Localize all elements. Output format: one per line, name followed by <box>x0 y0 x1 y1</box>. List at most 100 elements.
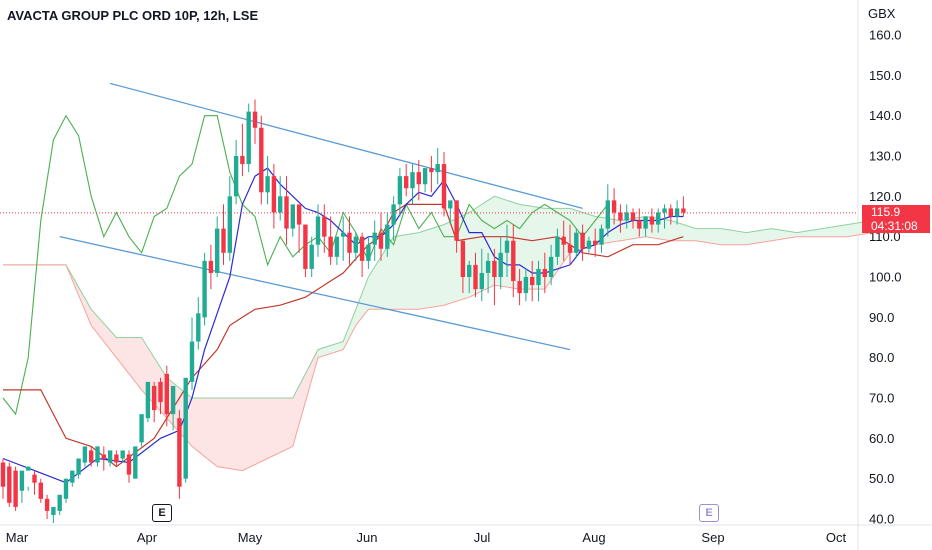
last-price-badge: 115.9 04:31:08 <box>862 205 930 233</box>
candle-body <box>89 450 94 463</box>
time-tick-label: Mar <box>6 530 29 545</box>
candle-body <box>341 232 346 237</box>
candle-body <box>0 462 6 487</box>
candle-body <box>391 204 396 225</box>
candle-body <box>215 228 220 273</box>
candle-body <box>611 200 617 213</box>
candle-body <box>643 216 648 229</box>
candle-body <box>120 450 125 459</box>
candle-body <box>467 264 472 277</box>
candle-body <box>366 244 371 261</box>
candle-body <box>221 228 226 253</box>
candle-body <box>32 474 37 483</box>
candle-body <box>473 264 478 290</box>
candle-body <box>252 111 258 128</box>
earnings-event-marker[interactable]: E <box>152 504 172 522</box>
candle-body <box>656 212 661 225</box>
time-tick-label: Sep <box>701 530 724 545</box>
candle-body <box>435 164 440 173</box>
candle-body <box>410 172 415 189</box>
candle-body <box>290 204 295 229</box>
candle-body <box>385 224 390 249</box>
candle-body <box>334 236 340 257</box>
candle-body <box>271 176 277 213</box>
candle-body <box>681 208 686 213</box>
candle-body <box>561 236 566 245</box>
candle-body <box>523 277 529 294</box>
candle-body <box>422 168 428 185</box>
price-tick-label: 60.0 <box>869 431 894 446</box>
price-tick-label: 100.0 <box>869 270 902 285</box>
price-tick-label: 120.0 <box>869 189 902 204</box>
candle-body <box>441 164 447 209</box>
time-tick-label: Aug <box>582 530 605 545</box>
candle-body <box>353 236 358 253</box>
price-tick-label: 160.0 <box>869 28 902 43</box>
candle-body <box>164 373 169 415</box>
candle-body <box>208 260 214 273</box>
candle-body <box>233 156 239 197</box>
candle-body <box>485 260 491 273</box>
candle-body <box>63 478 69 499</box>
candle-body <box>586 240 592 249</box>
candle-body <box>674 208 680 217</box>
earnings-event-marker-future[interactable]: E <box>699 504 719 522</box>
candle-body <box>662 208 667 213</box>
candle-body <box>170 385 176 415</box>
candle-body <box>378 232 384 249</box>
candle-body <box>183 377 188 479</box>
ichimoku-cloud-bullish <box>318 196 885 358</box>
candle-body <box>246 111 251 165</box>
price-tick-label: 130.0 <box>869 149 902 164</box>
trend-line-0 <box>109 82 583 210</box>
candle-body <box>196 313 201 342</box>
candle-body <box>26 466 31 471</box>
candle-body <box>7 466 12 503</box>
price-tick-label: 40.0 <box>869 512 894 527</box>
candle-body <box>599 228 604 245</box>
chart-title: AVACTA GROUP PLC ORD 10P, 12h, LSE <box>7 8 259 23</box>
candle-body <box>580 232 585 249</box>
time-tick-label: May <box>238 530 263 545</box>
candle-body <box>44 498 50 511</box>
candle-body <box>19 470 25 491</box>
candle-body <box>492 260 497 277</box>
candle-body <box>13 470 18 507</box>
candle-body <box>504 240 510 253</box>
candle-body <box>637 220 642 229</box>
candle-body <box>448 200 453 209</box>
candle-body <box>530 277 535 286</box>
candle-body <box>158 381 163 403</box>
candle-body <box>145 381 151 419</box>
candle-body <box>278 196 283 213</box>
price-tick-label: 50.0 <box>869 471 894 486</box>
candle-body <box>630 212 636 221</box>
candle-body <box>126 454 132 475</box>
candle-body <box>202 260 207 318</box>
candle-body <box>265 176 270 193</box>
candle-body <box>259 127 264 193</box>
candle-body <box>303 224 308 269</box>
candle-body <box>322 216 327 237</box>
candle-body <box>240 156 245 165</box>
candle-body <box>133 446 138 479</box>
candle-body <box>605 200 610 229</box>
time-tick-label: Apr <box>137 530 158 545</box>
candle-body <box>542 268 547 277</box>
candle-body <box>429 168 434 173</box>
candle-body <box>95 446 100 463</box>
candle-body <box>574 232 579 253</box>
candle-body <box>479 272 484 290</box>
candle-body <box>38 482 43 499</box>
candle-body <box>51 506 56 515</box>
candle-body <box>70 470 75 483</box>
candle-body <box>649 216 655 225</box>
time-tick-label: Oct <box>826 530 847 545</box>
candle-body <box>152 385 157 411</box>
candle-body <box>416 172 421 185</box>
candle-body <box>567 244 573 253</box>
price-tick-label: 80.0 <box>869 350 894 365</box>
candle-body <box>315 216 321 245</box>
candle-body <box>618 212 623 221</box>
